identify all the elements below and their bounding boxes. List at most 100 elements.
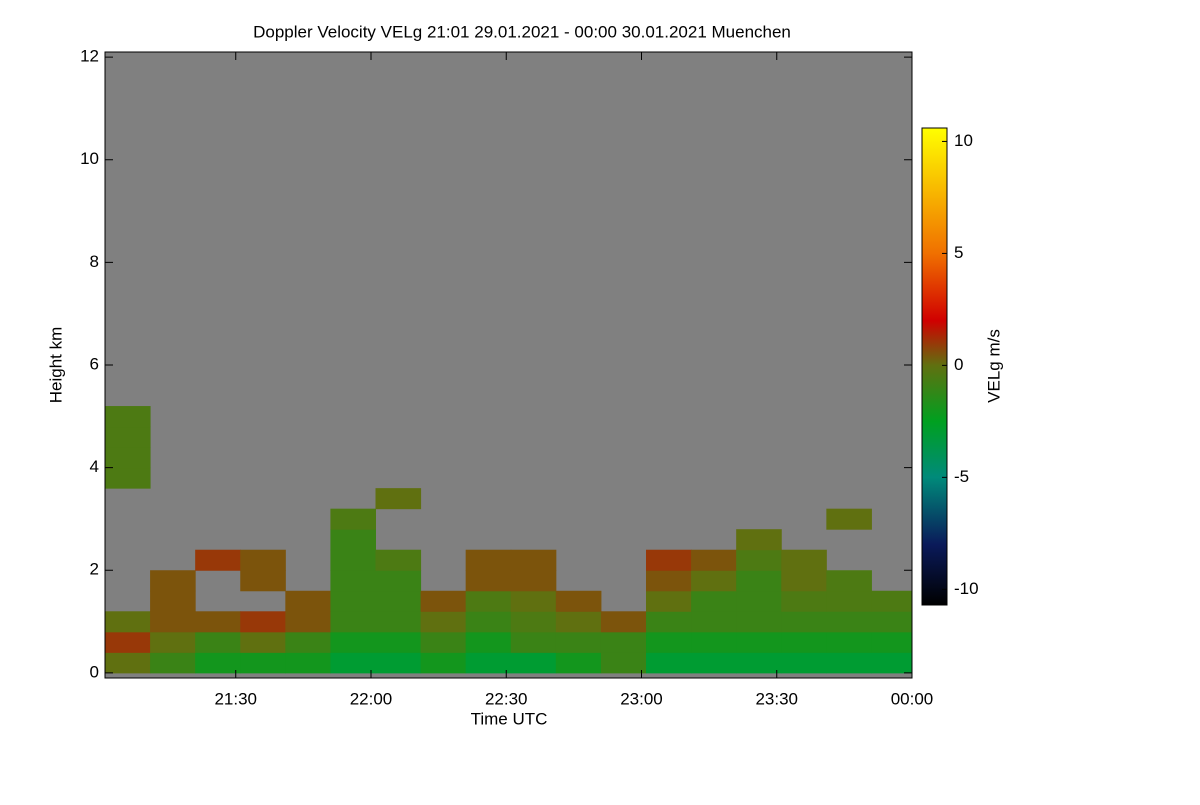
heatmap-cell [646,590,692,612]
colorbar-tick-label: -5 [954,467,969,486]
heatmap-cell [150,631,196,653]
heatmap-cell [375,611,422,633]
heatmap-cell [691,652,737,674]
heatmap-cell [781,631,827,653]
heatmap-cell [600,611,647,633]
y-tick-label: 8 [90,252,99,271]
heatmap-cell [691,549,737,571]
y-tick-label: 4 [90,457,99,476]
heatmap-cell [555,652,602,674]
colorbar-tick-label: 5 [954,243,963,262]
heatmap-cell [600,652,647,674]
colorbar-label: VELg m/s [984,329,1003,403]
heatmap-cell [285,631,331,653]
heatmap-cell [691,570,737,592]
heatmap-cell [646,652,692,674]
heatmap-cell [375,590,422,612]
heatmap-cell [420,652,467,674]
heatmap-cell [420,611,467,633]
heatmap-cell [240,631,286,653]
heatmap-cell [105,611,151,633]
x-axis-label: Time UTC [471,709,548,728]
heatmap-cell [240,570,286,592]
heatmap-cell [691,611,737,633]
heatmap-cell [150,570,196,592]
heatmap-cell [555,590,602,612]
heatmap-cell [285,652,331,674]
heatmap-cell [736,590,782,612]
colorbar-tick-label: 0 [954,355,963,374]
heatmap-cell [285,611,331,633]
heatmap-cell [330,652,377,674]
heatmap-cell [510,549,557,571]
heatmap-cell [826,570,872,592]
heatmap-cell [871,590,912,612]
heatmap-cell [555,631,602,653]
heatmap-cell [871,631,912,653]
heatmap-cell [510,570,557,592]
chart-title: Doppler Velocity VELg 21:01 29.01.2021 -… [253,22,791,41]
heatmap-cell [240,652,286,674]
heatmap-cell [826,611,872,633]
heatmap-cell [781,570,827,592]
colorbar-tick-label: -10 [954,579,979,598]
x-tick-label: 23:00 [620,689,663,708]
heatmap-cell [330,570,377,592]
heatmap-cell [105,447,151,469]
heatmap-cell [736,631,782,653]
heatmap-cell [150,590,196,612]
heatmap-cell [826,508,872,530]
x-tick-label: 21:30 [214,689,257,708]
heatmap-cell [510,611,557,633]
heatmap-cell [871,611,912,633]
y-tick-label: 10 [80,149,99,168]
heatmap-cell [195,631,241,653]
y-tick-label: 6 [90,354,99,373]
heatmap-cell [781,549,827,571]
heatmap-cell [150,652,196,674]
heatmap-cell [285,590,331,612]
heatmap-cell [105,467,151,489]
heatmap-cell [646,631,692,653]
heatmap-cell [105,631,151,653]
heatmap-cell [375,570,422,592]
heatmap-cell [105,652,151,674]
heatmap-cell [420,590,467,612]
heatmap-cell [465,652,512,674]
heatmap-cell [600,631,647,653]
y-tick-label: 2 [90,560,99,579]
x-tick-label: 23:30 [755,689,798,708]
heatmap-cell [555,611,602,633]
colorbar [921,127,948,606]
heatmap-cell [826,590,872,612]
heatmap-cell [465,549,512,571]
heatmap-cell [510,652,557,674]
heatmap-cell [465,570,512,592]
x-tick-label: 00:00 [891,689,934,708]
heatmap-cell [646,549,692,571]
heatmap-cell [781,611,827,633]
heatmap-cell [826,631,872,653]
heatmap-cell [736,529,782,551]
heatmap-cell [736,652,782,674]
heatmap-cell [150,611,196,633]
heatmap-cell [465,611,512,633]
heatmap-cell [420,631,467,653]
heatmap-cell [195,611,241,633]
heatmap-cell [375,488,422,510]
heatmap-cell [330,611,377,633]
x-tick-label: 22:00 [350,689,393,708]
heatmap-cell [105,406,151,428]
heatmap-cell [510,590,557,612]
heatmap-cell [375,652,422,674]
heatmap-cell [330,549,377,571]
y-axis-label: Height km [46,327,65,404]
heatmap-cell [826,652,872,674]
heatmap-cell [781,590,827,612]
heatmap-cell [691,590,737,612]
heatmap-cell [736,611,782,633]
heatmap-cell [871,652,912,674]
heatmap-cell [465,590,512,612]
heatmap-cell [330,508,377,530]
x-tick-label: 22:30 [485,689,528,708]
